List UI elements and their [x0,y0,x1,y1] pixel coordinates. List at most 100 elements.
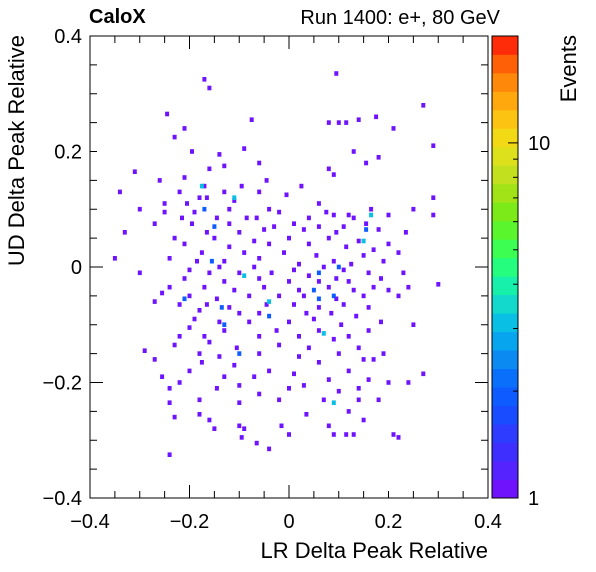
heatmap-bin [160,290,165,296]
heatmap-bin [314,253,319,258]
heatmap-bin [237,351,242,356]
heatmap-bin [264,302,269,307]
heatmap-bin [361,293,366,299]
heatmap-bin [331,432,336,437]
heatmap-bin [132,169,137,174]
heatmap-bin [331,336,336,342]
heatmap-bin [152,357,157,362]
heatmap-bin [202,284,207,290]
heatmap-bin [326,120,331,125]
heatmap-bin [274,328,279,333]
heatmap-bin [304,412,309,417]
heatmap-bin [249,117,254,122]
heatmap-bin [267,299,272,304]
heatmap-bin [254,440,259,446]
heatmap-bin [301,227,306,232]
heatmap-bin [403,230,408,235]
heatmap-bin [396,293,401,299]
heatmap-bin [334,276,339,281]
heatmap-bin [172,235,177,241]
heatmap-bin [239,183,244,189]
heatmap-bin [122,230,127,235]
heatmap-bin [326,377,331,382]
palette-swatch [492,239,518,259]
heatmap-bin [199,360,204,365]
heatmap-bin [167,400,172,405]
heatmap-bin [197,351,202,356]
heatmap-bin [242,146,247,151]
heatmap-bin [207,85,212,91]
heatmap-bin [421,103,426,108]
heatmap-bin [237,423,242,429]
heatmap-bin [257,276,262,281]
heatmap-bin [247,293,252,299]
heatmap-bin [341,267,346,273]
heatmap-bin [172,414,177,420]
heatmap-bin [257,351,262,356]
heatmap-bin [379,276,383,281]
heatmap-bin [262,227,267,232]
heatmap-bin [227,244,232,250]
heatmap-bin [264,178,269,183]
palette-swatch [492,424,518,443]
heatmap-bin [267,241,272,247]
heatmap-bin [219,305,224,310]
heatmap-bin [167,256,172,261]
heatmap-bin [192,209,197,215]
heatmap-bin [351,149,356,154]
heatmap-bin [369,212,374,218]
heatmap-bin [172,134,177,140]
heatmap-bin [214,386,219,391]
heatmap-bin [326,166,331,172]
heatmap-bin [292,371,296,377]
heatmap-bin [199,183,204,189]
heatmap-bin [339,322,344,327]
heatmap-bin [242,273,247,278]
palette-swatch [492,313,518,333]
heatmap-bin [190,221,194,226]
palette-swatch [492,128,518,148]
heatmap-bin [287,235,291,241]
heatmap-bin [185,201,189,206]
heatmap-bin [366,328,371,333]
heatmap-bin [344,244,349,250]
heatmap-bin [207,270,212,276]
palette-swatch [492,202,518,222]
heatmap-bin [217,152,222,157]
palette-swatch [492,220,518,240]
heatmap-bin [321,397,326,403]
heatmap-bin [287,386,291,391]
heatmap-bin [180,215,184,221]
palette-swatch [492,36,518,55]
y-tick-label: 0 [71,257,82,279]
heatmap-bin [324,209,329,215]
palette-swatch [492,479,518,499]
heatmap-bin [207,166,212,172]
heatmap-bin [316,328,321,333]
heatmap-bin [396,250,401,255]
heatmap-bin [306,273,311,278]
y-tick-label: −0.4 [43,488,82,510]
heatmap-bin [207,417,212,423]
heatmap-bin [177,189,182,195]
heatmap-bin [162,201,167,206]
heatmap-bin [391,432,396,437]
heatmap-bin [316,360,321,365]
heatmap-bin [237,310,242,316]
heatmap-bin [336,120,341,125]
heatmap-bin [287,319,291,325]
heatmap-bin [152,299,157,304]
heatmap-bin [354,313,359,319]
heatmap-bins [112,71,441,457]
heatmap-bin [406,380,411,385]
heatmap-bin [361,253,366,258]
heatmap-bin [257,310,262,316]
heatmap-bin [209,258,214,264]
heatmap-bin [212,235,217,241]
heatmap-bin [227,206,232,212]
heatmap-bin [162,209,167,215]
heatmap-bin [356,386,361,391]
palette-swatch [492,294,518,314]
heatmap-bin [267,313,272,319]
heatmap-bin [247,319,252,325]
